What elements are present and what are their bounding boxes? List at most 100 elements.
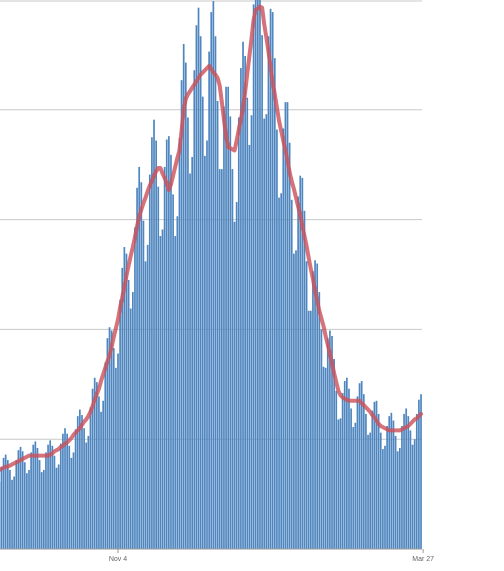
bar xyxy=(250,115,253,549)
bar xyxy=(377,413,380,549)
bar xyxy=(415,413,418,549)
bar xyxy=(303,210,306,549)
bar xyxy=(47,444,49,549)
bar xyxy=(81,415,83,549)
bar xyxy=(104,362,107,549)
bar xyxy=(220,169,223,549)
bar xyxy=(174,236,177,549)
bar xyxy=(59,443,62,549)
bar xyxy=(259,0,261,549)
bar xyxy=(26,473,28,549)
bar xyxy=(93,377,96,549)
bar xyxy=(129,308,132,549)
bar xyxy=(134,227,136,549)
bar xyxy=(288,142,291,549)
bar xyxy=(30,452,32,549)
bar xyxy=(305,261,308,549)
bar xyxy=(418,399,420,549)
bar xyxy=(11,479,13,549)
bar xyxy=(346,377,348,549)
bar xyxy=(100,411,102,549)
bar xyxy=(231,169,234,549)
bars xyxy=(0,0,422,549)
bar xyxy=(178,138,181,549)
bar xyxy=(13,476,16,549)
bar xyxy=(204,155,206,549)
bar xyxy=(87,435,90,549)
bar xyxy=(110,330,113,549)
bar xyxy=(286,102,289,549)
bar xyxy=(201,96,204,549)
bar xyxy=(229,116,232,549)
bar xyxy=(242,41,244,549)
bar xyxy=(180,80,183,549)
bar xyxy=(148,174,151,549)
bar xyxy=(375,400,378,549)
bar xyxy=(197,7,200,549)
bar xyxy=(227,86,230,549)
bar xyxy=(216,101,219,549)
bar xyxy=(299,175,302,549)
bar xyxy=(17,450,20,549)
bar xyxy=(405,408,408,549)
bar xyxy=(420,394,422,549)
bar xyxy=(218,169,221,549)
bar xyxy=(184,62,187,549)
bar xyxy=(64,428,66,549)
bar xyxy=(98,396,100,549)
bar xyxy=(326,338,329,549)
bar xyxy=(2,457,5,549)
bar xyxy=(309,310,312,549)
bar xyxy=(360,381,363,549)
bar xyxy=(339,418,342,549)
bar xyxy=(117,353,119,549)
bar xyxy=(146,244,149,549)
bar xyxy=(246,97,249,549)
bar xyxy=(373,401,376,549)
bar xyxy=(182,43,185,549)
bar xyxy=(295,250,297,549)
bar xyxy=(396,451,399,549)
bar xyxy=(138,166,141,549)
bar xyxy=(195,25,198,549)
bar xyxy=(352,427,355,549)
bar xyxy=(269,8,272,549)
bar xyxy=(394,435,397,549)
bar xyxy=(70,457,73,549)
bar xyxy=(142,220,145,549)
bar xyxy=(312,271,314,549)
bar xyxy=(165,139,168,549)
bar xyxy=(267,36,270,549)
bar xyxy=(38,460,41,549)
bar xyxy=(348,388,350,549)
bar xyxy=(314,260,316,549)
bar xyxy=(66,433,68,549)
bar xyxy=(386,426,388,549)
bar xyxy=(112,348,115,549)
bar xyxy=(384,445,386,549)
bar xyxy=(49,440,52,549)
bar xyxy=(390,412,393,549)
bar xyxy=(329,330,331,549)
bar xyxy=(76,416,79,549)
lines xyxy=(0,4,424,472)
bar xyxy=(254,0,257,549)
bar xyxy=(409,430,412,549)
bar xyxy=(23,462,26,549)
moving-average-line xyxy=(0,4,424,472)
bar xyxy=(153,119,155,549)
bar xyxy=(401,426,403,549)
bar xyxy=(411,444,414,549)
bar xyxy=(157,186,160,549)
bar xyxy=(6,460,9,549)
bar xyxy=(140,182,143,549)
bar xyxy=(398,447,401,549)
bar xyxy=(163,166,166,549)
bar xyxy=(371,410,374,549)
bar xyxy=(91,388,94,549)
bar xyxy=(19,446,22,549)
bar xyxy=(136,187,138,549)
bar xyxy=(379,432,382,549)
bar xyxy=(74,429,77,549)
bar xyxy=(172,194,174,549)
